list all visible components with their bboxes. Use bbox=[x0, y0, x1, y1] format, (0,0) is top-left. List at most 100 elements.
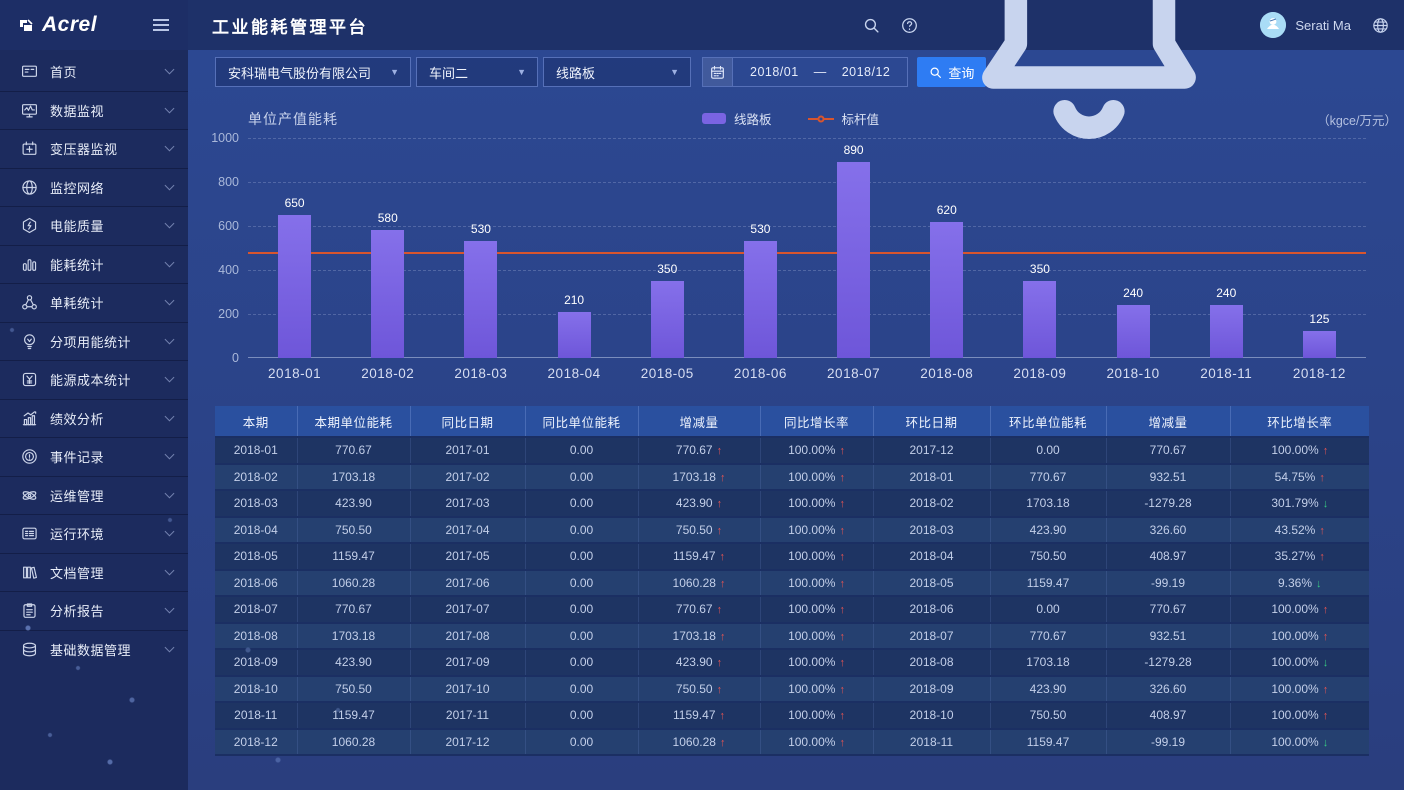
sidebar-item-unit-consumption[interactable]: 单耗统计 bbox=[0, 283, 188, 322]
page-title: 工业能耗管理平台 bbox=[212, 17, 368, 37]
table-cell: -1279.28 bbox=[1106, 649, 1231, 677]
sidebar-item-document-management[interactable]: 文档管理 bbox=[0, 552, 188, 592]
chevron-down-icon bbox=[164, 180, 175, 191]
table-row: 2018-05 1159.47 2017-05 0.00 1159.47 ↑ 100.00%… bbox=[215, 543, 1369, 571]
arrow-up-icon: ↑ bbox=[719, 577, 726, 590]
table-cell: 301.79% ↓ bbox=[1230, 490, 1369, 518]
help-icon[interactable] bbox=[901, 17, 918, 34]
y-axis-tick-label: 800 bbox=[218, 175, 239, 189]
table-cell: 9.36% ↓ bbox=[1230, 569, 1369, 597]
benchmark-line bbox=[248, 251, 1366, 254]
table-cell: 2018-01 bbox=[215, 437, 298, 465]
chevron-down-icon bbox=[164, 141, 175, 152]
table-cell: 423.90 bbox=[297, 490, 411, 518]
sidebar-item-label: 首页 bbox=[50, 64, 78, 80]
table-cell: 100.00% ↑ bbox=[760, 543, 874, 571]
table-cell: 2018-07 bbox=[215, 596, 298, 624]
table-cell: 1703.18 bbox=[990, 490, 1107, 518]
legend-item-bar-series[interactable]: 线路板 bbox=[701, 109, 772, 128]
table-cell: 2018-04 bbox=[215, 516, 298, 544]
bar-2018-09[interactable] bbox=[1023, 281, 1057, 358]
table-cell: 1703.18 bbox=[297, 622, 411, 650]
bar-2018-12[interactable] bbox=[1302, 330, 1336, 358]
arrow-up-icon: ↑ bbox=[839, 551, 845, 564]
unit-consumption-icon bbox=[21, 294, 38, 311]
sidebar-item-subentry-energy[interactable]: 分项用能统计 bbox=[0, 321, 188, 361]
bar-2018-05[interactable] bbox=[650, 281, 684, 358]
analysis-report-icon bbox=[21, 602, 38, 619]
column-header: 同比单位能耗 bbox=[525, 406, 639, 438]
company-select-value: 安科瑞电气股份有限公司 bbox=[228, 65, 372, 81]
sidebar-item-analysis-report[interactable]: 分析报告 bbox=[0, 591, 188, 630]
bar-2018-06[interactable] bbox=[743, 241, 777, 358]
sidebar-item-performance-analysis[interactable]: 绩效分析 bbox=[0, 398, 188, 438]
sidebar-item-monitor-network[interactable]: 监控网络 bbox=[0, 167, 188, 207]
bar-2018-10[interactable] bbox=[1116, 305, 1150, 358]
sidebar-item-ops-management[interactable]: 运维管理 bbox=[0, 475, 188, 515]
company-select[interactable]: 安科瑞电气股份有限公司 ▼ bbox=[215, 57, 411, 87]
sidebar-item-power-quality[interactable]: 电能质量 bbox=[0, 206, 188, 245]
sidebar-item-energy-stats[interactable]: 能耗统计 bbox=[0, 244, 188, 284]
sidebar-item-transformer-monitor[interactable]: 变压器监视 bbox=[0, 129, 188, 168]
date-end: 2018/12 bbox=[841, 65, 891, 79]
arrow-up-icon: ↑ bbox=[719, 710, 726, 723]
arrow-up-icon: ↑ bbox=[839, 630, 845, 643]
search-icon[interactable] bbox=[863, 17, 880, 34]
table-cell: 2018-11 bbox=[873, 728, 991, 756]
sidebar-item-label: 运行环境 bbox=[50, 527, 105, 543]
table-cell: -99.19 bbox=[1106, 728, 1231, 756]
query-button[interactable]: 查询 bbox=[917, 57, 987, 87]
table-cell: 1703.18 ↑ bbox=[638, 463, 761, 491]
workshop-select[interactable]: 车间二 ▼ bbox=[416, 57, 538, 87]
legend-bar-label: 线路板 bbox=[733, 113, 772, 127]
bar-2018-03[interactable] bbox=[464, 241, 498, 358]
chevron-down-icon bbox=[164, 411, 175, 422]
table-cell: 2017-10 bbox=[410, 675, 526, 703]
transformer-monitor-icon bbox=[21, 140, 38, 157]
x-axis-tick-label: 2018-07 bbox=[827, 366, 881, 381]
menu-collapse-icon[interactable] bbox=[151, 15, 171, 35]
bar-2018-08[interactable] bbox=[930, 221, 964, 358]
legend-item-line-series[interactable]: 标杆值 bbox=[807, 109, 879, 128]
device-select[interactable]: 线路板 ▼ bbox=[543, 57, 691, 87]
bar-2018-04[interactable] bbox=[557, 311, 591, 358]
user-menu[interactable]: Serati Ma bbox=[1260, 12, 1351, 38]
table-cell: 1703.18 bbox=[297, 463, 411, 491]
bar-2018-11[interactable] bbox=[1209, 305, 1243, 358]
bar-value-label: 350 bbox=[657, 262, 678, 276]
bar-2018-02[interactable] bbox=[371, 230, 405, 358]
y-axis-tick-label: 600 bbox=[218, 219, 239, 233]
table-cell: 100.00% ↑ bbox=[760, 728, 874, 756]
arrow-up-icon: ↑ bbox=[839, 498, 845, 511]
globe-icon[interactable] bbox=[1372, 17, 1389, 34]
table-row: 2018-03 423.90 2017-03 0.00 423.90 ↑ 100.00% ↑ 2… bbox=[215, 490, 1369, 518]
gridline bbox=[248, 138, 1366, 139]
notifications-button[interactable]: 11 bbox=[939, 0, 1239, 175]
arrow-up-icon: ↑ bbox=[839, 445, 845, 458]
table-cell: 0.00 bbox=[525, 702, 639, 730]
sidebar-item-event-record[interactable]: 事件记录 bbox=[0, 437, 188, 476]
topbar-actions: 11 Serati Ma bbox=[863, 0, 1404, 175]
table-cell: 2018-02 bbox=[873, 490, 991, 518]
sidebar-item-data-monitor[interactable]: 数据监视 bbox=[0, 90, 188, 130]
gridline bbox=[248, 182, 1366, 183]
sidebar-item-home[interactable]: 首页 bbox=[0, 52, 188, 91]
sidebar-item-runtime-env[interactable]: 运行环境 bbox=[0, 514, 188, 553]
bar-2018-01[interactable] bbox=[278, 215, 312, 358]
sidebar-item-base-data[interactable]: 基础数据管理 bbox=[0, 629, 188, 669]
sidebar-item-label: 能耗统计 bbox=[50, 257, 105, 273]
gridline bbox=[248, 314, 1366, 315]
chevron-down-icon: ▼ bbox=[390, 67, 399, 77]
table-cell: 2017-01 bbox=[410, 437, 526, 465]
arrow-up-icon: ↑ bbox=[1319, 524, 1325, 537]
sidebar-item-energy-cost[interactable]: 能源成本统计 bbox=[0, 360, 188, 399]
table-cell: 770.67 bbox=[1106, 596, 1231, 624]
bar-value-label: 890 bbox=[843, 143, 864, 158]
bar-2018-07[interactable] bbox=[837, 162, 871, 358]
date-range-picker[interactable]: 2018/01 — 2018/12 bbox=[702, 57, 909, 87]
table-cell: 100.00% ↑ bbox=[760, 490, 874, 518]
table-cell: 770.67 bbox=[990, 463, 1107, 491]
table-cell: 2018-03 bbox=[215, 490, 298, 518]
table-cell: 1703.18 ↑ bbox=[638, 622, 761, 650]
arrow-up-icon: ↑ bbox=[1322, 445, 1329, 458]
